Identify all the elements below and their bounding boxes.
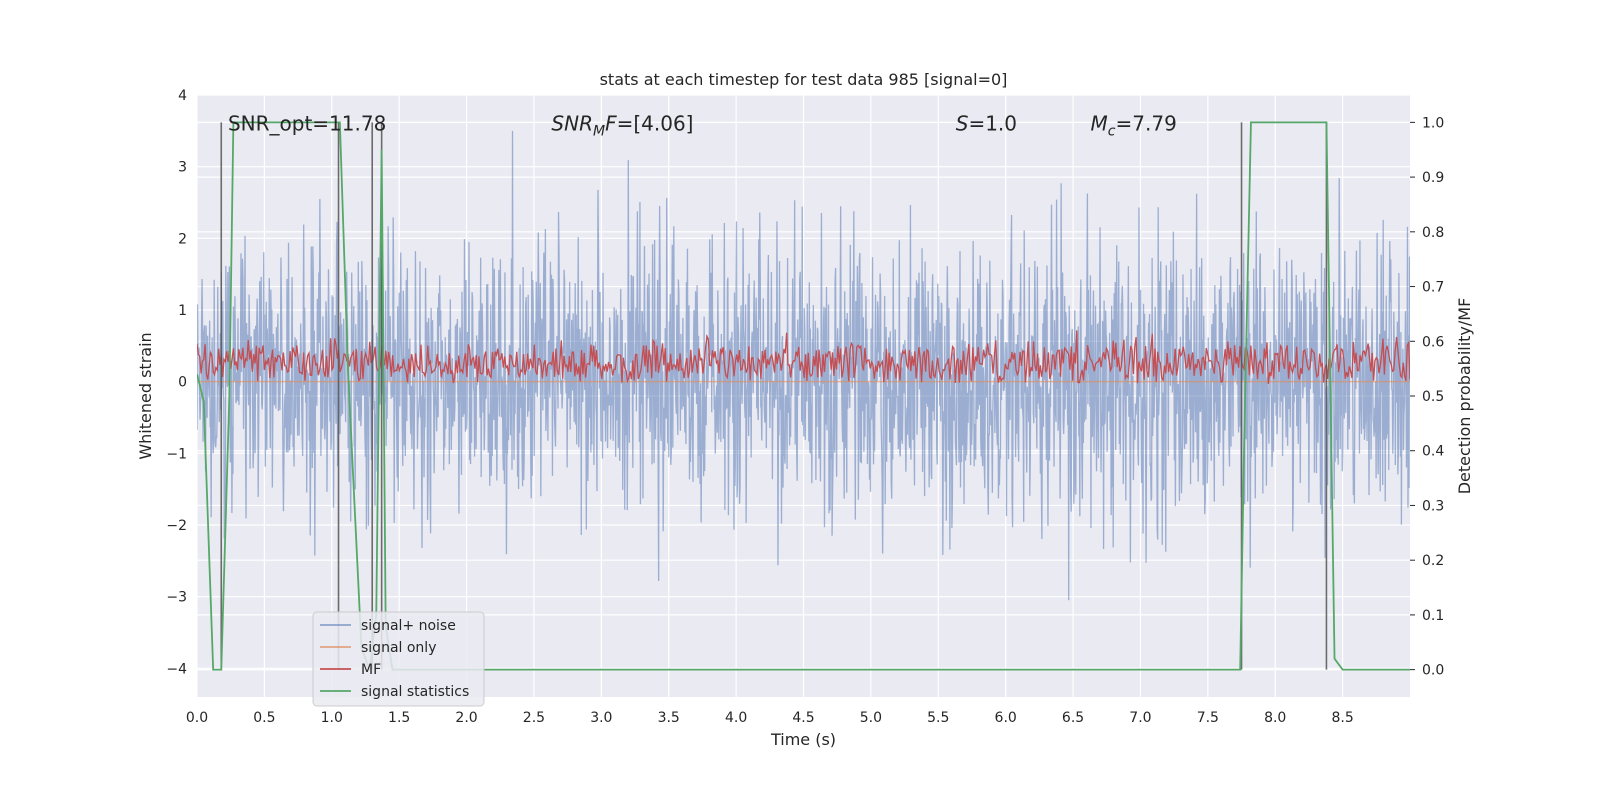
annotation-part: c — [1108, 124, 1116, 140]
x-tick-label: 3.0 — [590, 710, 612, 726]
y2-tick-label: 1.0 — [1422, 115, 1444, 131]
x-tick-label: 6.5 — [1062, 710, 1084, 726]
annotation-2: S=1.0 — [956, 112, 1017, 136]
x-tick-label: 7.0 — [1129, 710, 1151, 726]
annotation-part: =1.0 — [968, 112, 1017, 136]
y2-axis-label: Detection probability/MF — [1455, 298, 1474, 495]
y-tick-label: 1 — [178, 303, 187, 319]
chart-title: stats at each timestep for test data 985… — [600, 70, 1008, 89]
y-tick-label: −3 — [166, 590, 187, 606]
legend-label: MF — [361, 662, 381, 678]
x-tick-label: 0.0 — [186, 710, 208, 726]
y-tick-label: −4 — [166, 661, 187, 677]
annotation-part: SNR — [551, 112, 593, 136]
annotation-part: =[4.06] — [617, 112, 694, 136]
y-axis-label: Whitened strain — [136, 332, 155, 459]
x-tick-label: 2.0 — [455, 710, 477, 726]
y-tick-label: 3 — [178, 160, 187, 176]
y2-tick-label: 0.0 — [1422, 663, 1444, 679]
annotation-part: =7.79 — [1116, 112, 1177, 136]
x-tick-label: 4.5 — [792, 710, 814, 726]
annotation-1: SNRMF=[4.06] — [551, 112, 693, 140]
legend-label: signal only — [361, 640, 436, 656]
y2-tick-label: 0.7 — [1422, 280, 1444, 296]
series-signal-noise — [197, 130, 1410, 601]
ticks: 0.0 0.5 1.0 1.5 2.0 2.5 3.0 3.5 4.0 4.5 5.0 5.5 6.0 6… — [166, 88, 1444, 726]
y2-tick-label: 0.9 — [1422, 170, 1444, 186]
x-tick-label: 4.0 — [725, 710, 747, 726]
annotation-part: F — [605, 112, 617, 136]
y-tick-label: 2 — [178, 231, 187, 247]
x-tick-label: 7.5 — [1197, 710, 1219, 726]
x-tick-label: 3.5 — [658, 710, 680, 726]
y-tick-label: −2 — [166, 518, 187, 534]
y-tick-label: 4 — [178, 88, 187, 104]
x-tick-label: 1.0 — [321, 710, 343, 726]
annotation-0: SNR_opt=11.78 — [228, 112, 386, 136]
y2-tick-label: 0.8 — [1422, 225, 1444, 241]
x-tick-label: 2.5 — [523, 710, 545, 726]
legend[interactable]: signal+ noise signal only MF signal statist… — [312, 611, 485, 707]
x-tick-label: 5.5 — [927, 710, 949, 726]
legend-label: signal+ noise — [361, 618, 456, 634]
annotation-3: Mc=7.79 — [1091, 112, 1177, 140]
x-tick-label: 6.0 — [995, 710, 1017, 726]
y2-tick-label: 0.3 — [1422, 498, 1444, 514]
x-tick-label: 8.5 — [1331, 710, 1353, 726]
x-tick-label: 8.0 — [1264, 710, 1286, 726]
y2-tick-label: 0.2 — [1422, 553, 1444, 569]
series-mf — [197, 330, 1410, 384]
legend-box — [312, 611, 485, 707]
y2-tick-label: 0.5 — [1422, 389, 1444, 405]
annotations: SNR_opt=11.78 SNRMF=[4.06] S=1.0 Mc=7.79 — [228, 112, 1177, 140]
legend-label: signal statistics — [361, 684, 469, 700]
x-tick-label: 1.5 — [388, 710, 410, 726]
annotation-part: S — [956, 112, 969, 136]
x-tick-label: 0.5 — [253, 710, 275, 726]
y2-tick-label: 0.1 — [1422, 608, 1444, 624]
x-tick-label: 5.0 — [860, 710, 882, 726]
annotation-part: M — [593, 124, 605, 140]
y-tick-label: −1 — [166, 446, 187, 462]
x-axis-label: Time (s) — [770, 730, 836, 749]
y2-tick-label: 0.4 — [1422, 444, 1444, 460]
y2-tick-label: 0.6 — [1422, 334, 1444, 350]
y-tick-label: 0 — [178, 375, 187, 391]
annotation-part: M — [1091, 112, 1108, 136]
